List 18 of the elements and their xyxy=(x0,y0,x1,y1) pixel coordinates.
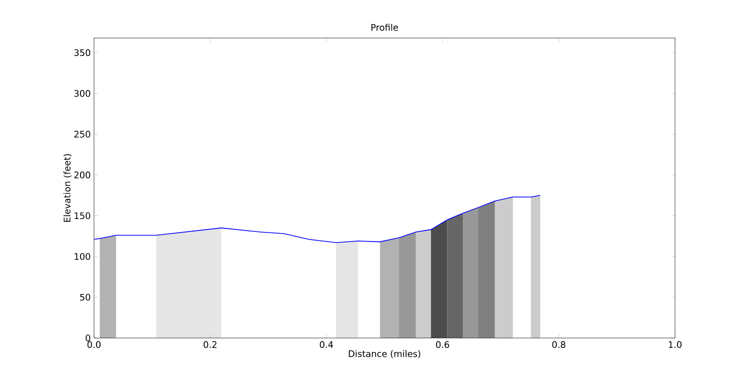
x-tick-label: 1.0 xyxy=(668,341,682,348)
x-axis-title: Distance (miles) xyxy=(348,350,420,358)
x-tick-label: 0.2 xyxy=(204,341,216,348)
y-tick-label: 0 xyxy=(86,334,90,342)
y-axis-title: Elevation (feet) xyxy=(64,154,72,222)
y-tick-label: 100 xyxy=(74,253,90,260)
x-tick-label: 0.8 xyxy=(552,341,566,348)
x-tick-label: 0.6 xyxy=(436,341,450,348)
chart-title: Profile xyxy=(371,24,398,31)
y-tick-label: 50 xyxy=(80,294,90,301)
y-tick-label: 250 xyxy=(74,130,90,138)
line-series xyxy=(94,194,541,244)
y-tick-label: 350 xyxy=(74,49,90,56)
x-tick-label: 0.4 xyxy=(320,341,334,348)
y-tick-label: 300 xyxy=(74,90,90,97)
y-tick-label: 150 xyxy=(74,212,90,220)
y-tick-label: 200 xyxy=(74,172,90,178)
x-tick-label: 0.0 xyxy=(87,341,101,348)
